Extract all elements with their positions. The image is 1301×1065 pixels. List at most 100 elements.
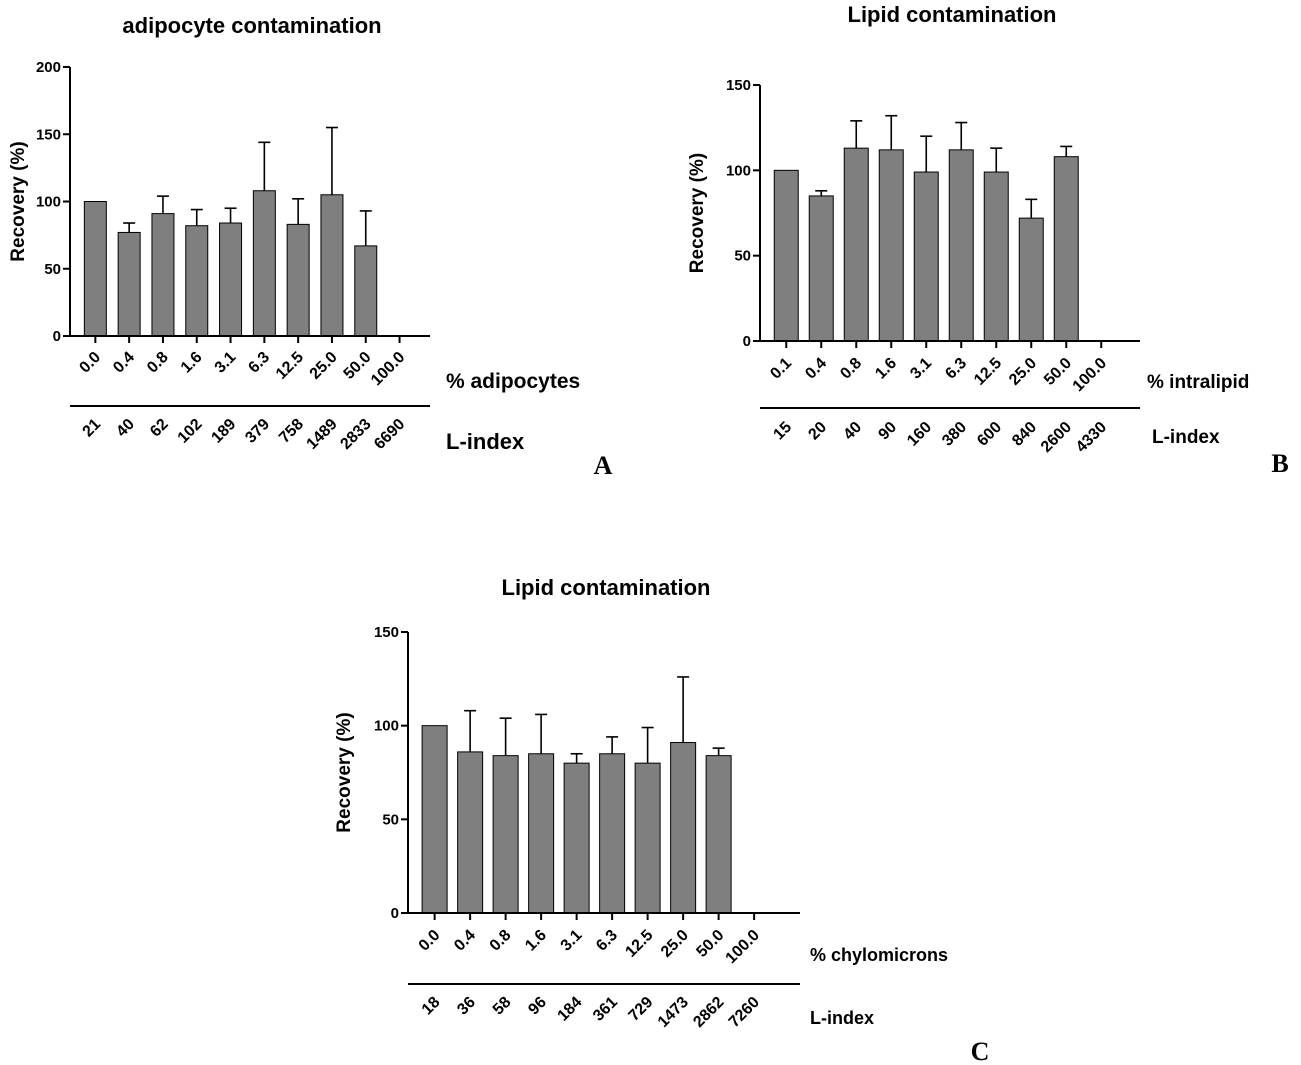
x-tick-label: 1.6: [522, 927, 550, 955]
y-axis-label: Recovery (%): [334, 712, 355, 832]
secondary-tick-label: 189: [208, 416, 239, 447]
bar-0.4: [457, 751, 484, 914]
secondary-tick-label: 379: [242, 416, 273, 447]
secondary-tick-label: 361: [590, 994, 621, 1025]
secondary-tick-label: 36: [454, 994, 479, 1019]
secondary-axis-label: L-index: [1152, 427, 1220, 448]
x-tick-label: 0.0: [416, 927, 444, 955]
x-tick-label: 100.0: [1070, 355, 1110, 395]
secondary-tick-label: 1489: [304, 416, 341, 453]
bar-0.1: [773, 169, 799, 342]
secondary-tick-label: 160: [904, 419, 935, 450]
chart-title: Lipid contamination: [502, 575, 711, 600]
x-tick-label: 100.0: [368, 349, 408, 389]
secondary-tick-label: 6690: [371, 416, 408, 453]
x-tick-label: 3.1: [907, 355, 935, 383]
bar-0.4: [808, 195, 834, 342]
secondary-tick-label: 90: [875, 419, 900, 444]
x-tick-label: 6.3: [245, 349, 273, 377]
secondary-tick-label: 840: [1009, 419, 1040, 450]
bar-3.1: [219, 222, 243, 337]
bar-25.0: [1018, 217, 1044, 342]
bar-25.0: [670, 742, 697, 914]
x-tick-label: 6.3: [942, 355, 970, 383]
secondary-tick-label: 2600: [1038, 419, 1075, 456]
y-tick-label: 200: [36, 59, 61, 76]
bar-0.8: [151, 213, 175, 337]
x-tick-label: 0.4: [451, 927, 479, 955]
secondary-tick-label: 20: [805, 419, 830, 444]
bar-12.5: [286, 223, 310, 337]
bar-12.5: [634, 762, 661, 914]
panel-letter: A: [594, 451, 613, 480]
panel-c: Lipid contamination Recovery (%) 0 50 100 150…: [334, 575, 989, 1065]
x-tick-label: 100.0: [723, 927, 763, 967]
panel-a: adipocyte contamination Recovery (%) 0 50 10…: [8, 13, 613, 480]
secondary-tick-label: 600: [974, 419, 1005, 450]
bar-25.0: [320, 194, 344, 337]
x-tick-label: 25.0: [307, 349, 341, 383]
x-tick-label: 12.5: [622, 927, 656, 961]
x-tick-label: 0.4: [802, 355, 830, 383]
secondary-tick-label: 2862: [690, 994, 727, 1031]
x-tick-label: 0.8: [837, 355, 865, 383]
y-tick-label: 100: [36, 194, 61, 211]
secondary-tick-label: 380: [939, 419, 970, 450]
bar-0.0: [421, 725, 448, 914]
bar-6.3: [252, 190, 276, 337]
bar-50.0: [705, 755, 732, 914]
x-tick-label: 25.0: [1006, 355, 1040, 389]
bar-50.0: [354, 245, 378, 337]
secondary-tick-label: 1473: [655, 994, 692, 1031]
category-axis-label: % adipocytes: [446, 370, 580, 393]
category-axis-label: % chylomicrons: [810, 945, 948, 965]
bar-50.0: [1053, 156, 1079, 342]
x-tick-label: 0.8: [144, 349, 172, 377]
secondary-tick-label: 729: [626, 994, 657, 1025]
secondary-tick-label: 62: [147, 416, 172, 441]
chart-title: adipocyte contamination: [122, 13, 381, 38]
bar-1.6: [878, 149, 904, 342]
x-tick-label: 3.1: [212, 349, 240, 377]
secondary-tick-label: 2833: [337, 416, 374, 453]
secondary-tick-label: 7260: [726, 994, 763, 1031]
bar-3.1: [913, 171, 939, 342]
secondary-axis-label: L-index: [446, 429, 525, 454]
x-tick-label: 0.1: [767, 355, 795, 383]
y-tick-label: 0: [391, 905, 399, 922]
y-tick-label: 150: [36, 126, 61, 143]
secondary-tick-label: 15: [770, 419, 795, 444]
secondary-tick-label: 40: [840, 419, 865, 444]
category-axis-label: % intralipid: [1147, 372, 1249, 393]
bar-6.3: [948, 149, 974, 342]
secondary-tick-label: 18: [419, 994, 444, 1019]
x-tick-label: 12.5: [273, 349, 307, 383]
bar-6.3: [599, 753, 626, 914]
bar-3.1: [563, 762, 590, 914]
x-tick-label: 1.6: [178, 349, 206, 377]
bar-0.0: [83, 201, 107, 337]
y-tick-label: 100: [726, 162, 751, 179]
secondary-tick-label: 40: [113, 416, 138, 441]
secondary-tick-label: 96: [525, 994, 550, 1019]
x-tick-label: 3.1: [558, 927, 586, 955]
secondary-tick-label: 184: [555, 994, 586, 1025]
y-tick-label: 100: [374, 718, 399, 735]
y-tick-label: 0: [743, 333, 751, 350]
bar-0.4: [117, 231, 141, 337]
panel-letter: C: [971, 1037, 990, 1065]
y-tick-label: 50: [382, 811, 399, 828]
y-tick-label: 0: [53, 328, 61, 345]
y-axis-label: Recovery (%): [687, 153, 708, 273]
bar-0.8: [492, 755, 519, 914]
bar-1.6: [528, 753, 555, 914]
bar-12.5: [983, 171, 1009, 342]
secondary-axis-label: L-index: [810, 1008, 874, 1028]
bar-0.8: [843, 147, 869, 342]
bar-1.6: [185, 225, 209, 337]
y-tick-label: 50: [734, 248, 751, 265]
chart-title: Lipid contamination: [848, 2, 1057, 27]
x-tick-label: 0.0: [76, 349, 104, 377]
